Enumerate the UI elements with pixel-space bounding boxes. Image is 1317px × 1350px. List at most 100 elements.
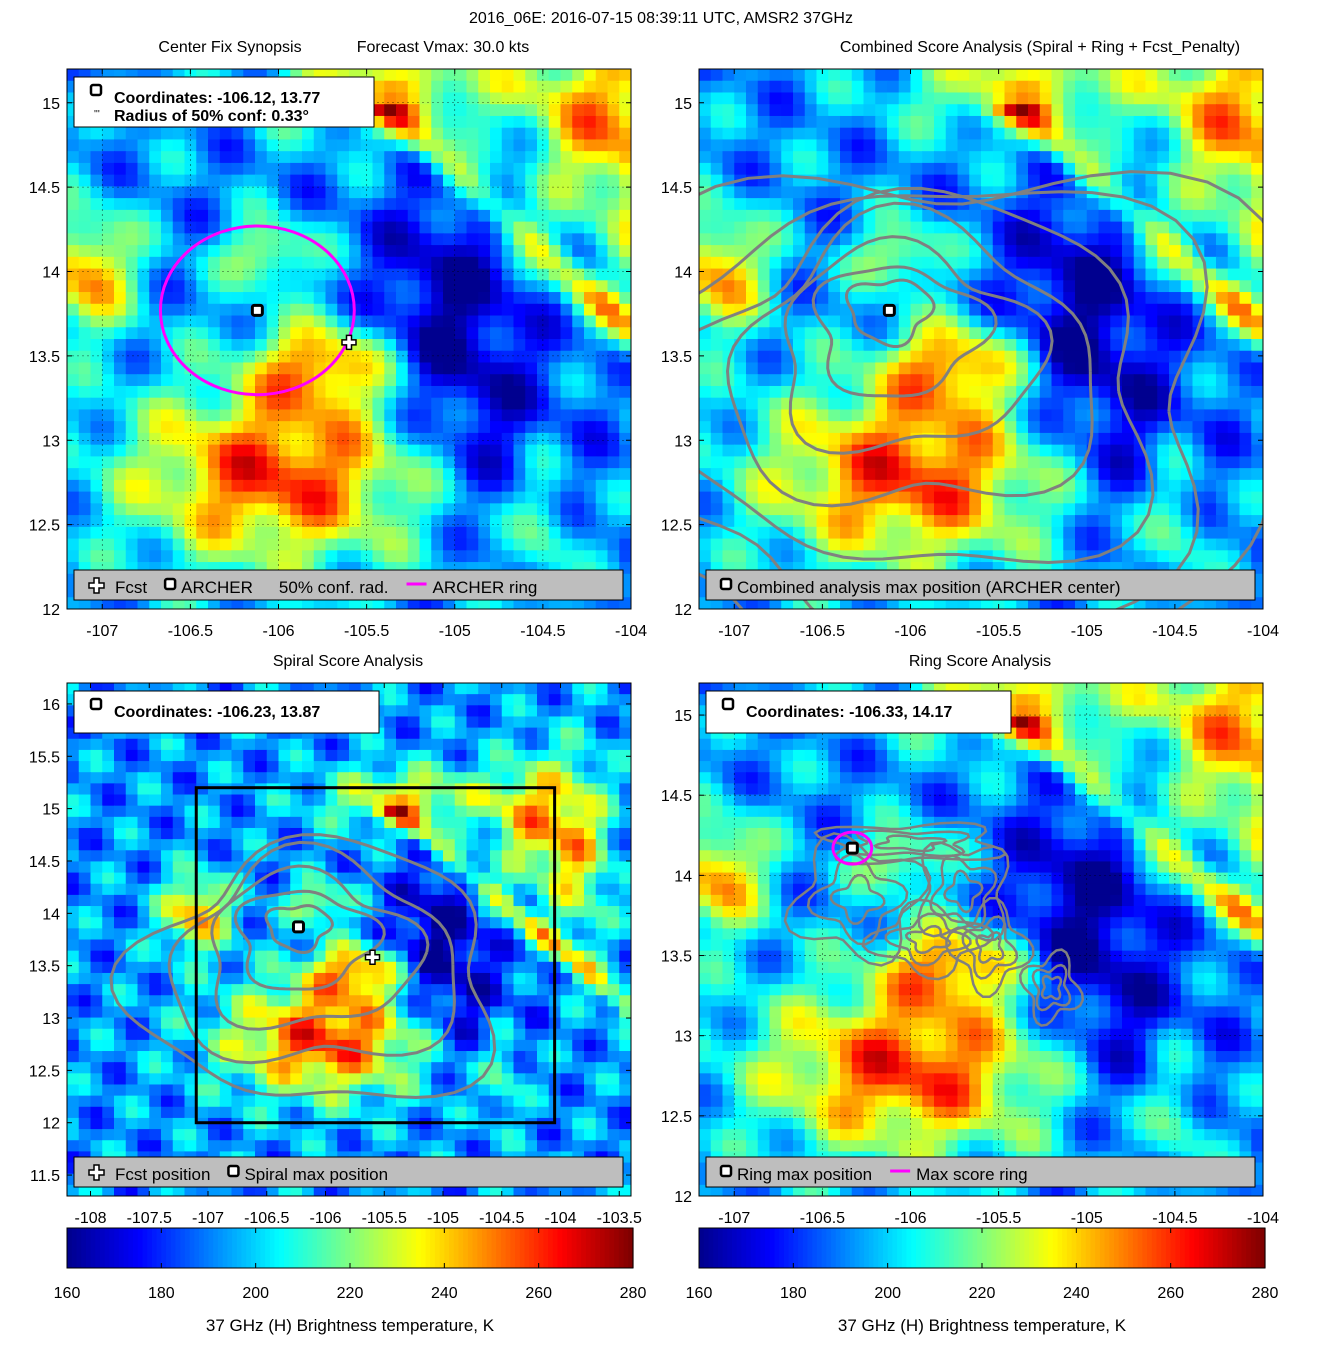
panel-title-spiral: Spiral Score Analysis: [273, 653, 423, 670]
heatmap: [699, 69, 1263, 609]
y-tick-label: 15: [674, 708, 692, 725]
y-tick-label: 14.5: [661, 788, 692, 805]
contour-line: [811, 265, 998, 398]
y-tick-label: 15: [674, 96, 692, 113]
legend-label: ARCHER ring: [433, 578, 538, 597]
infobox-line: Coordinates: -106.23, 13.87: [114, 704, 320, 721]
y-tick-label: 13: [674, 433, 692, 450]
x-tick-label: -105.5: [976, 1210, 1021, 1227]
legend-square-icon: [163, 577, 177, 591]
x-tick-label: -106.5: [800, 623, 845, 640]
x-tick-label: -106.5: [800, 1210, 845, 1227]
contour-line: [264, 904, 334, 955]
ring-score-panel: Coordinates: -106.33, 14.17 Ring max posi…: [661, 682, 1279, 1227]
x-tick-label: -108: [74, 1210, 106, 1227]
search-box: [194, 786, 557, 1125]
y-tick-label: 12: [674, 602, 692, 619]
y-tick-label: 14.5: [29, 854, 60, 871]
legend-label: Fcst position: [115, 1165, 210, 1184]
colorbar-tick-label: 220: [337, 1285, 364, 1302]
x-tick-label: -107: [86, 623, 118, 640]
center-marker: [845, 841, 859, 855]
x-tick-label: -104.5: [479, 1210, 524, 1227]
colorbar-tick-label: 220: [969, 1285, 996, 1302]
x-tick-label: -106: [309, 1210, 341, 1227]
x-tick-label: -107: [192, 1210, 224, 1227]
x-tick-label: -104.5: [1152, 1210, 1197, 1227]
archer-ring: [831, 830, 874, 866]
y-tick-label: 14: [674, 868, 692, 885]
contour-line: [699, 190, 1209, 609]
contour-line: [943, 869, 984, 914]
panel-title-combined: Combined Score Analysis (Spiral + Ring +…: [840, 39, 1240, 56]
legend-square-icon: [227, 1164, 240, 1178]
legend-square-icon: [719, 577, 733, 591]
colorbar-tick-label: 180: [148, 1285, 175, 1302]
legend-label: ARCHER: [181, 578, 253, 597]
x-tick-label: -105: [427, 1210, 459, 1227]
y-tick-label: 12: [42, 602, 60, 619]
contour-line: [850, 829, 971, 858]
coordinates-infobox: Coordinates: -106.23, 13.87: [73, 690, 380, 734]
legend-label: Ring max position: [737, 1165, 872, 1184]
contour-line: [873, 834, 948, 853]
contour-line: [109, 833, 497, 1100]
legend-plus-icon: [88, 1164, 105, 1181]
colorbar-left: 160 180 200 220 240 260 280 37 GHz (H) Brightne…: [54, 1227, 647, 1335]
heatmap: [699, 683, 1263, 1196]
y-tick-label: 15: [42, 802, 60, 819]
contour-line: [699, 170, 1263, 609]
y-tick-label: 13.5: [29, 959, 60, 976]
colorbar-tick-label: 240: [1063, 1285, 1090, 1302]
y-tick-label: 15.5: [29, 749, 60, 766]
axes: -107 -106.5 -106 -105.5 -105 -104.5 -104 12 12.5…: [661, 682, 1279, 1227]
y-tick-label: 12.5: [29, 1063, 60, 1080]
y-tick-label: 12.5: [661, 518, 692, 535]
colorbar-right: 160 180 200 220 240 260 280 37 GHz (H) Brightne…: [686, 1227, 1278, 1335]
contour-line: [783, 235, 1054, 455]
confidence-legend-icon: ''': [94, 109, 100, 120]
panel-legend: Ring max position Max score ring: [705, 1156, 1256, 1188]
infobox-line: Radius of 50% conf: 0.33°: [114, 108, 309, 125]
combined-score-panel: Combined analysis max position (ARCHER c…: [661, 68, 1279, 640]
score-contours: [699, 170, 1263, 609]
colorbar-tick-label: 180: [780, 1285, 807, 1302]
center-marker: [291, 920, 305, 934]
x-tick-label: -106: [894, 1210, 926, 1227]
center-marker: [882, 303, 896, 317]
x-tick-label: -104: [1247, 623, 1279, 640]
panel-title-center-fix: Center Fix Synopsis: [158, 39, 301, 56]
panel-title-ring: Ring Score Analysis: [909, 653, 1051, 670]
y-tick-label: 14: [674, 265, 692, 282]
y-tick-label: 12.5: [29, 518, 60, 535]
contour-line: [861, 898, 995, 981]
infobox-square-icon: [721, 697, 735, 711]
x-tick-label: -104.5: [1152, 623, 1197, 640]
x-tick-label: -105.5: [344, 623, 389, 640]
heatmap: [67, 683, 631, 1196]
y-tick-label: 12: [674, 1189, 692, 1206]
x-tick-label: -106.5: [244, 1210, 289, 1227]
colorbar-tick-label: 160: [686, 1285, 713, 1302]
y-tick-label: 13.5: [661, 949, 692, 966]
x-tick-label: -106: [894, 623, 926, 640]
contour-line: [1040, 974, 1063, 1001]
y-tick-label: 14: [42, 906, 60, 923]
colorbar-tick-label: 280: [620, 1285, 647, 1302]
panel-title-forecast-vmax: Forecast Vmax: 30.0 kts: [357, 39, 530, 56]
legend-label: 50% conf. rad.: [279, 578, 389, 597]
contour-line: [975, 930, 1005, 965]
x-tick-label: -105.5: [362, 1210, 407, 1227]
y-tick-label: 13: [42, 1011, 60, 1028]
panel-legend: Combined analysis max position (ARCHER c…: [705, 569, 1256, 601]
archer-ring: [158, 224, 356, 397]
colorbar-tick-label: 260: [525, 1285, 552, 1302]
y-tick-label: 11.5: [30, 1168, 60, 1185]
colorbar-tick-label: 200: [242, 1285, 269, 1302]
contour-line: [813, 821, 1008, 866]
infobox-square-icon: [89, 697, 103, 711]
grid-lines: [67, 69, 631, 609]
x-tick-label: -104.5: [520, 623, 565, 640]
y-tick-label: 16: [42, 697, 60, 714]
